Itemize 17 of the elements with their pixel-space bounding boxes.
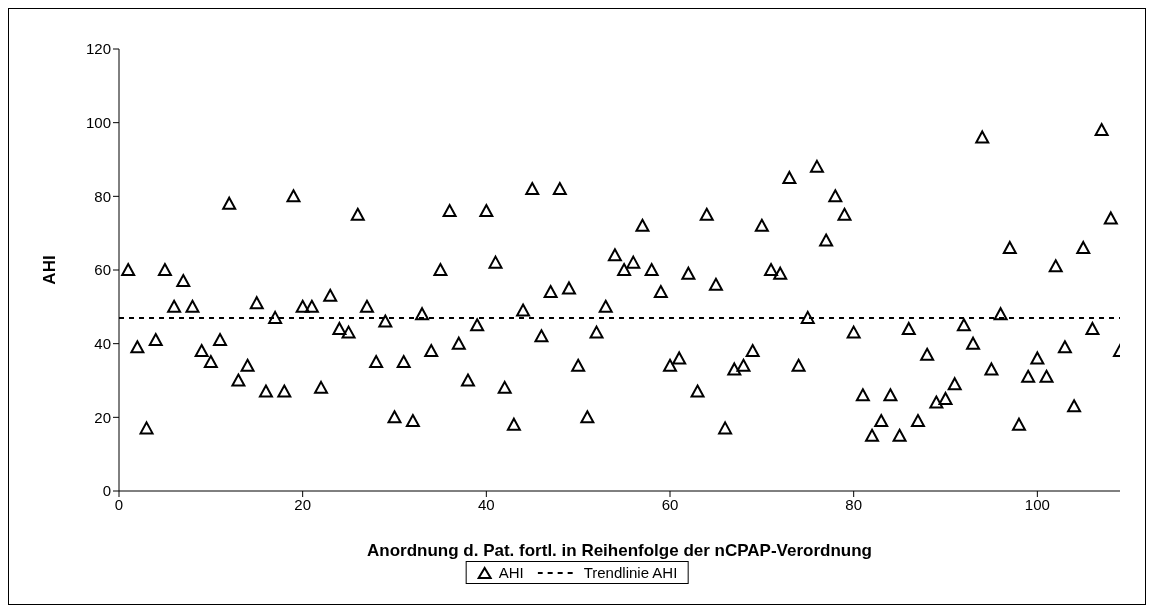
- x-tick-label: 100: [1024, 495, 1050, 513]
- x-tick-label: 40: [478, 495, 495, 513]
- y-tick-label: 120: [85, 40, 111, 58]
- y-tick-label: 60: [94, 261, 111, 279]
- x-tick-label: 20: [294, 495, 312, 513]
- legend-label: Trendlinie AHI: [583, 564, 678, 581]
- x-tick-label: 60: [661, 495, 679, 513]
- y-tick-label: 20: [94, 408, 111, 426]
- x-tick-label: 80: [845, 495, 863, 513]
- y-tick-label: 100: [85, 113, 111, 131]
- x-axis-title: Anordnung d. Pat. fortl. in Reihenfolge der nCPAP-Verordnung: [367, 541, 872, 560]
- legend-label: AHI: [498, 564, 524, 581]
- y-tick-label: 80: [94, 187, 111, 205]
- y-tick-label: 0: [102, 482, 111, 500]
- y-tick-label: 40: [94, 334, 111, 352]
- x-tick-label: 0: [114, 495, 124, 513]
- y-axis-title: AHI: [40, 255, 60, 285]
